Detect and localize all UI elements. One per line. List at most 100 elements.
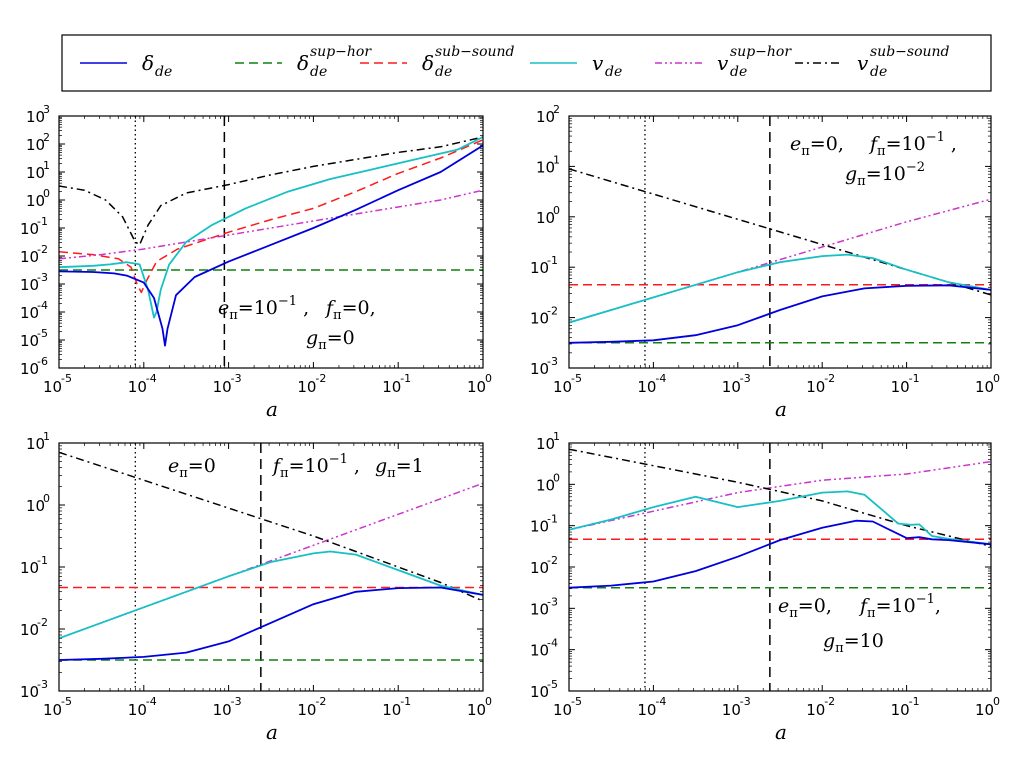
svg-text:0: 0 (993, 695, 1000, 708)
svg-text:10: 10 (722, 701, 741, 719)
svg-text:10: 10 (637, 378, 656, 396)
x-axis-label: a (775, 397, 787, 421)
svg-text:10: 10 (530, 518, 549, 536)
series-delta (59, 586, 483, 661)
y-tick-label: 10-3 (530, 595, 558, 618)
svg-text:0: 0 (43, 492, 50, 505)
svg-text:-2: -2 (315, 372, 326, 385)
y-tick-label: 10-3 (20, 271, 48, 294)
series-v (59, 550, 483, 640)
series-v-suphor (59, 189, 483, 260)
legend-subscript: de (435, 64, 452, 80)
y-tick-label: 101 (536, 153, 560, 176)
y-tick-label: 100 (26, 187, 50, 210)
svg-text:-3: -3 (740, 695, 751, 708)
svg-text:0: 0 (485, 372, 492, 385)
y-tick-label: 102 (536, 103, 560, 126)
svg-text:-1: -1 (400, 372, 411, 385)
svg-text:10: 10 (20, 360, 39, 378)
y-tick-label: 101 (536, 430, 560, 453)
series-v-suphor (569, 198, 991, 324)
y-tick-label: 10-6 (20, 355, 48, 378)
legend-subscript: de (730, 64, 747, 80)
svg-text:-1: -1 (400, 695, 411, 708)
x-tick-label: 100 (975, 372, 1000, 396)
svg-text:-4: -4 (37, 299, 48, 312)
svg-text:10: 10 (297, 701, 316, 719)
svg-text:eπ=0,: eπ=0, (778, 595, 832, 621)
series-v-subsound (569, 448, 991, 548)
svg-text:10: 10 (43, 378, 62, 396)
svg-text:10: 10 (382, 701, 401, 719)
series-v-subsound (59, 451, 483, 602)
plot-frame (568, 442, 992, 692)
x-axis-label: a (266, 720, 278, 744)
x-tick-label: 10-2 (297, 695, 326, 719)
legend-superscript: sub−sound (870, 44, 950, 60)
y-tick-label: 10-2 (20, 243, 48, 266)
svg-text:10: 10 (26, 136, 45, 154)
x-axis-label: a (266, 397, 278, 421)
x-tick-label: 10-3 (722, 695, 751, 719)
legend-item-delta-suphor: δ de sup−hor (235, 44, 372, 80)
svg-text:10: 10 (297, 378, 316, 396)
y-tick-label: 10-2 (20, 616, 48, 639)
y-tick-label: 10-4 (20, 299, 48, 322)
y-tick-label: 100 (536, 204, 560, 227)
svg-text:fπ=10−1 ,: fπ=10−1 , (271, 452, 360, 481)
y-tick-label: 101 (26, 159, 50, 182)
svg-text:1: 1 (43, 430, 50, 443)
svg-text:eπ=0: eπ=0 (168, 455, 216, 481)
svg-text:10: 10 (382, 378, 401, 396)
legend-superscript: sub−sound (435, 44, 515, 60)
plot-frame (58, 115, 484, 369)
y-tick-label: 101 (26, 430, 50, 453)
svg-text:-1: -1 (37, 215, 48, 228)
y-tick-label: 10-2 (530, 554, 558, 577)
svg-text:-2: -2 (37, 616, 48, 629)
svg-text:-2: -2 (547, 554, 558, 567)
panel-annotation: eπ=10−1 , fπ=0, gπ=0 (218, 294, 376, 353)
svg-text:1: 1 (43, 159, 50, 172)
svg-text:-3: -3 (37, 678, 48, 691)
svg-text:-4: -4 (655, 372, 666, 385)
x-tick-label: 10-3 (722, 372, 751, 396)
svg-text:10: 10 (530, 642, 549, 660)
svg-text:10: 10 (536, 108, 555, 126)
legend-frame (61, 34, 992, 92)
legend-symbol: δ (297, 51, 309, 75)
svg-text:-4: -4 (146, 695, 157, 708)
series-v-subsound (59, 136, 483, 246)
svg-text:10: 10 (530, 600, 549, 618)
y-tick-label: 100 (26, 492, 50, 515)
svg-text:-1: -1 (909, 372, 920, 385)
svg-text:1: 1 (553, 430, 560, 443)
svg-text:10: 10 (213, 701, 232, 719)
svg-text:-3: -3 (547, 595, 558, 608)
svg-text:10: 10 (20, 683, 39, 701)
legend-item-v: v de (530, 51, 622, 80)
svg-text:10: 10 (20, 621, 39, 639)
svg-text:-3: -3 (37, 271, 48, 284)
svg-text:10: 10 (128, 378, 147, 396)
panel-top-left: 10-610-510-410-310-210-110010110210310-5… (20, 103, 492, 421)
series-v (59, 136, 483, 319)
svg-text:10: 10 (213, 378, 232, 396)
x-tick-label: 10-4 (637, 695, 666, 719)
legend-subscript: de (155, 64, 172, 80)
x-tick-label: 10-5 (43, 695, 72, 719)
svg-text:10: 10 (536, 476, 555, 494)
svg-text:10: 10 (530, 259, 549, 277)
svg-text:fπ=10−1 ,: fπ=10−1 , (868, 130, 957, 159)
svg-text:10: 10 (20, 248, 39, 266)
svg-text:-4: -4 (146, 372, 157, 385)
x-tick-label: 10-4 (128, 372, 157, 396)
legend-subscript: de (870, 64, 887, 80)
plot-frame (568, 115, 992, 369)
svg-text:10: 10 (20, 559, 39, 577)
legend-symbol: v (717, 51, 729, 75)
svg-text:10: 10 (20, 332, 39, 350)
